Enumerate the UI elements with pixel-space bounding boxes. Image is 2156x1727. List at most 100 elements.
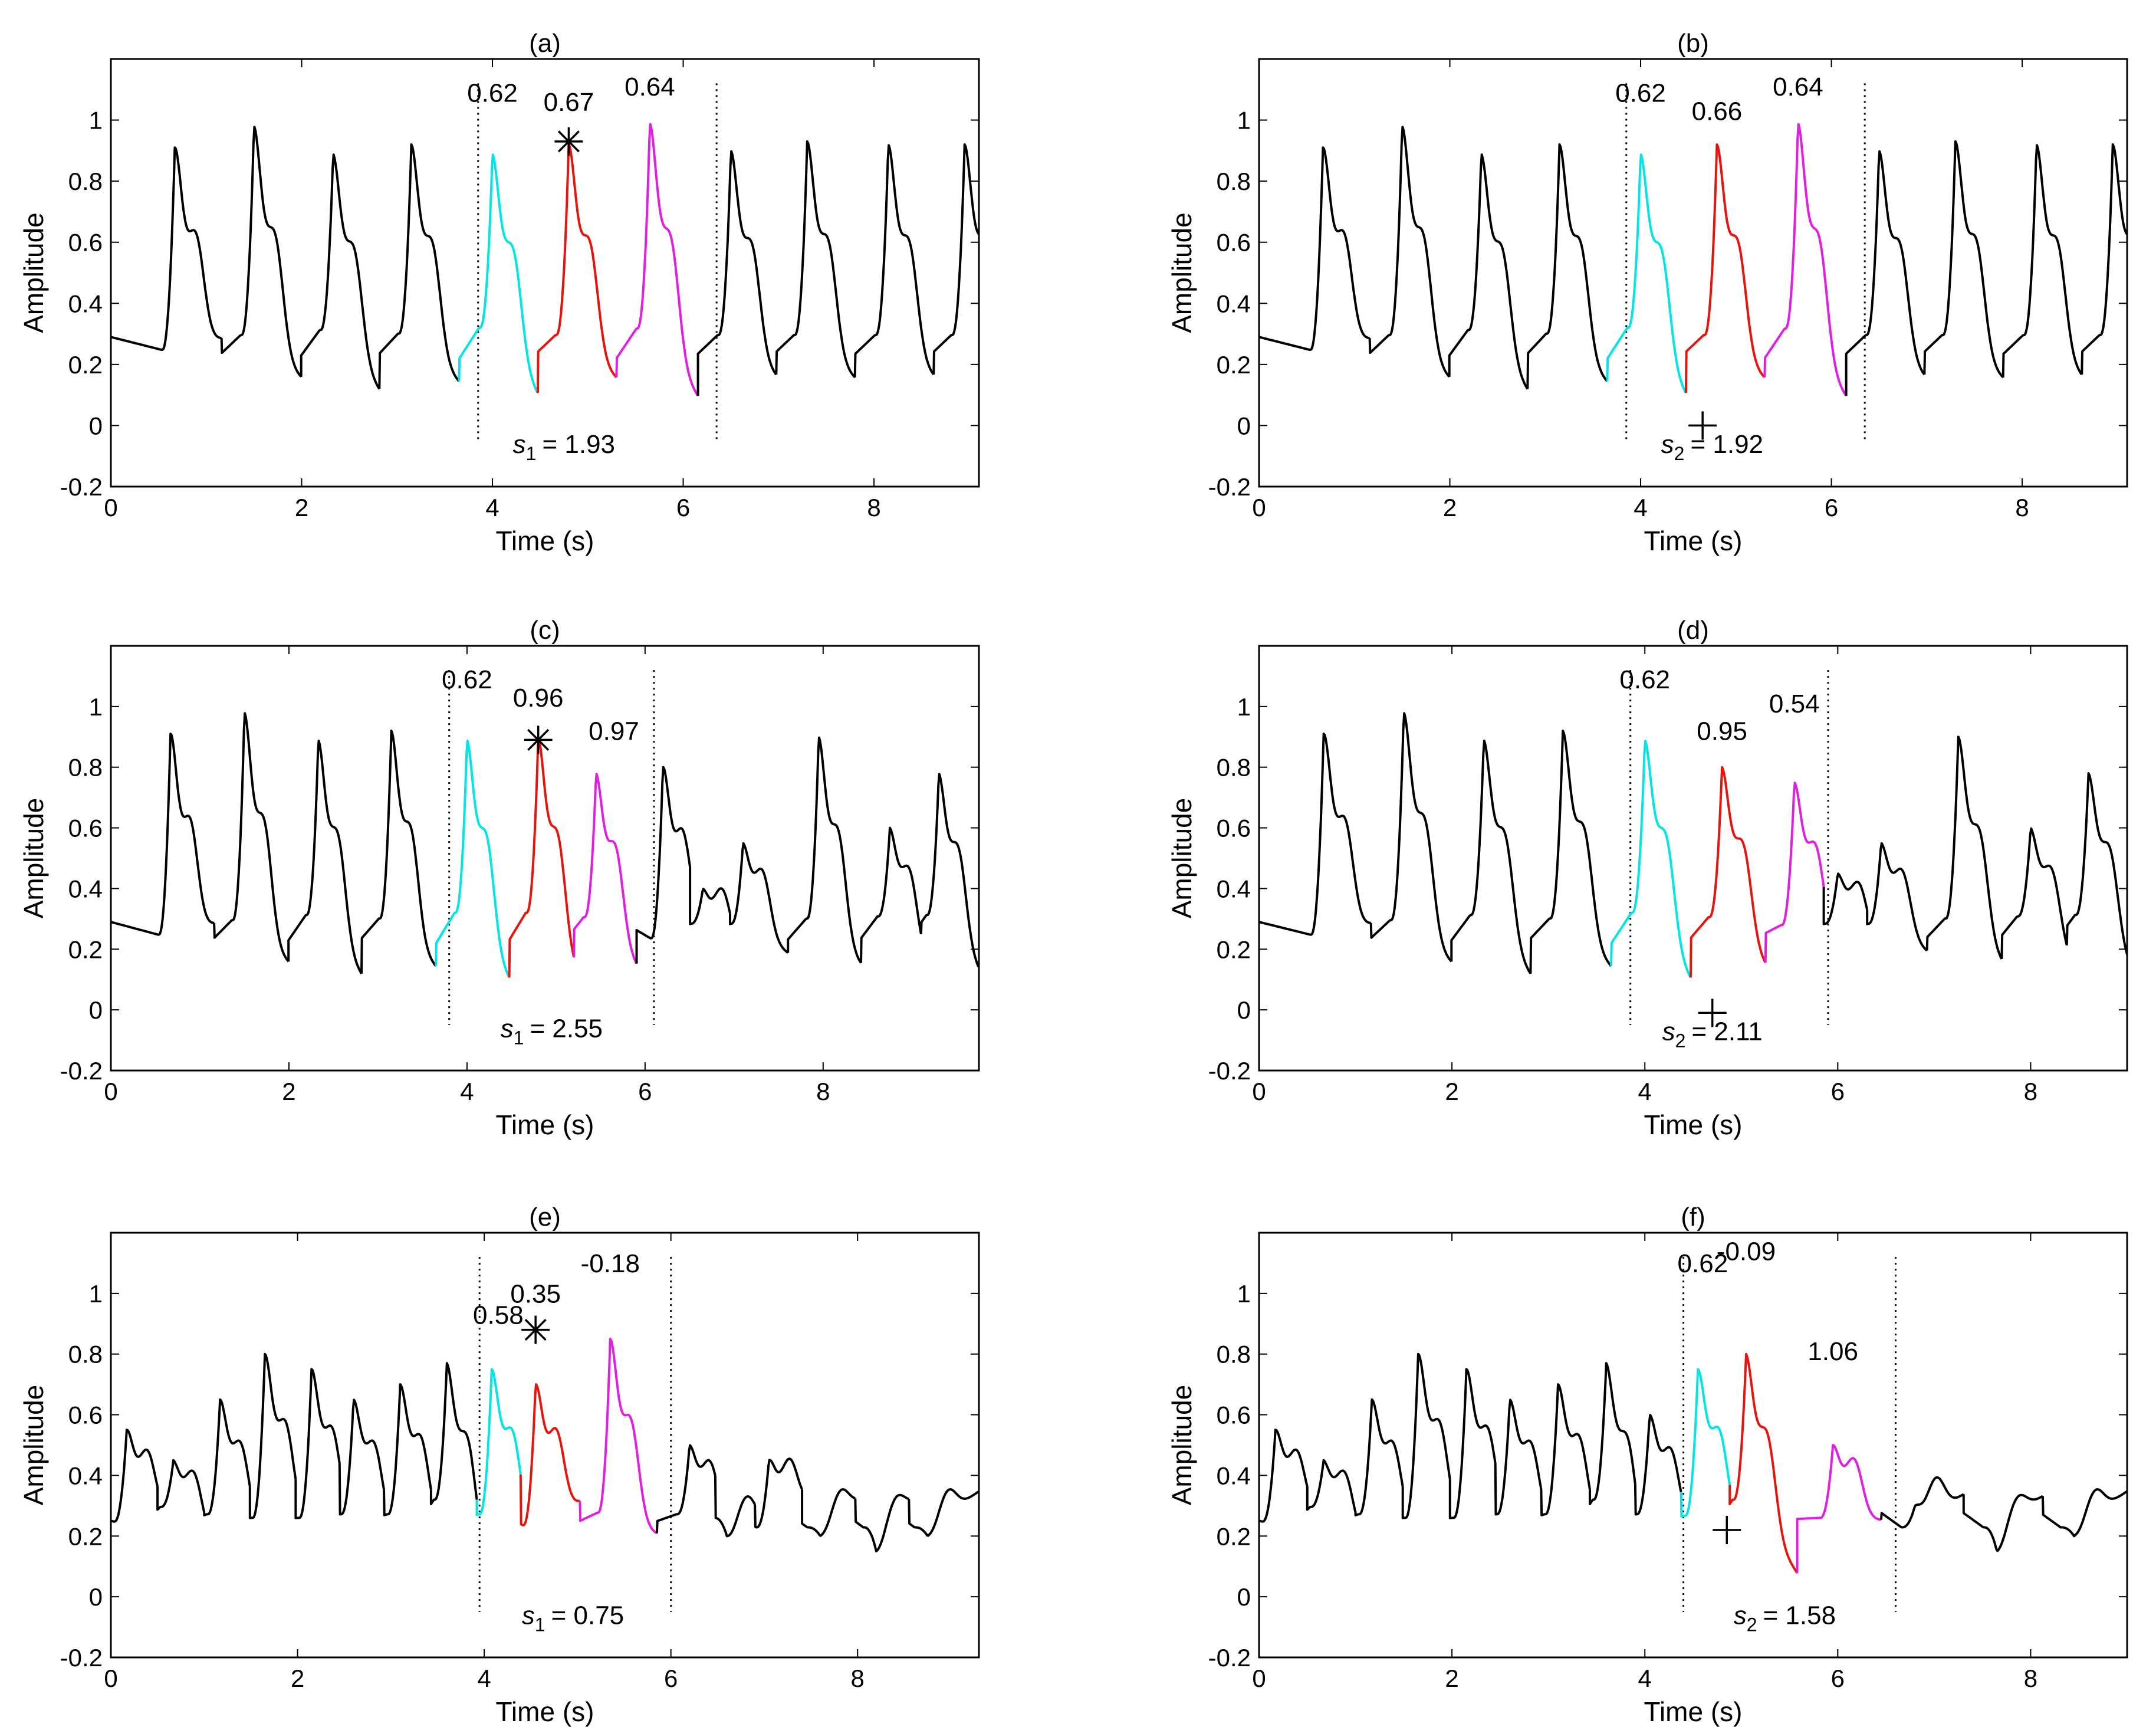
score-symbol: s — [513, 430, 526, 459]
chart-title: (e) — [529, 1203, 561, 1232]
signal-trace — [338, 1398, 385, 1516]
signal-trace-prev — [1606, 153, 1687, 394]
signal-trace — [2041, 1488, 2127, 1538]
y-tick-label: 0.2 — [68, 351, 103, 379]
value-label: 0.66 — [1692, 97, 1743, 126]
value-label: -0.09 — [1717, 1237, 1776, 1266]
y-tick-label: 0.6 — [1217, 229, 1251, 257]
y-tick-label: 0.8 — [1217, 168, 1251, 195]
signal-trace — [787, 736, 862, 964]
score-value: = 0.75 — [551, 1601, 625, 1630]
y-tick-label: -0.2 — [60, 1644, 103, 1672]
plus-marker — [1698, 999, 1727, 1027]
x-tick-label: 2 — [1443, 494, 1457, 521]
signal-trace — [213, 712, 290, 963]
signal-trace — [754, 1457, 803, 1529]
value-label: 0.62 — [1678, 1249, 1728, 1278]
y-tick-label: -0.2 — [1208, 473, 1251, 501]
x-tick-label: 0 — [1252, 1664, 1266, 1692]
y-tick-label: 0.8 — [68, 1341, 103, 1368]
y-tick-label: -0.2 — [60, 473, 103, 501]
y-tick-label: 0.2 — [1217, 351, 1251, 379]
signal-trace — [689, 867, 731, 925]
y-tick-label: 0.6 — [1217, 1401, 1251, 1429]
y-tick-label: 0.8 — [68, 168, 103, 195]
score-label: s1 = 1.93 — [513, 430, 615, 464]
x-tick-label: 4 — [485, 494, 499, 521]
signal-trace — [1526, 143, 1608, 389]
y-axis-label: Amplitude — [18, 1385, 49, 1506]
signal-trace — [1368, 126, 1451, 378]
y-tick-label: -0.2 — [1208, 1644, 1251, 1672]
x-tick-label: 8 — [867, 494, 880, 521]
signal-trace — [1448, 1368, 1497, 1519]
signal-trace-next — [615, 123, 699, 397]
signal-trace — [1589, 1362, 1636, 1506]
value-label: 0.62 — [1619, 665, 1670, 694]
signal-trace — [111, 146, 222, 351]
signal-trace-next — [573, 773, 638, 964]
y-tick-label: 0 — [1237, 412, 1251, 439]
signal-trace — [775, 140, 856, 379]
signal-trace — [360, 730, 437, 974]
y-tick-label: 1 — [89, 1280, 103, 1308]
score-label: s1 = 2.55 — [501, 1014, 603, 1048]
y-tick-label: 0.8 — [68, 754, 103, 782]
x-axis-label: Time (s) — [496, 1696, 594, 1727]
y-tick-label: 0.4 — [1217, 290, 1251, 317]
y-tick-label: 1 — [89, 107, 103, 134]
x-tick-label: 8 — [2024, 1664, 2037, 1692]
signal-trace — [1306, 1459, 1357, 1513]
signal-trace — [729, 842, 789, 954]
signal-trace — [1448, 153, 1529, 390]
x-tick-label: 8 — [851, 1664, 865, 1692]
value-label: 0.62 — [1615, 79, 1666, 108]
star-marker — [554, 127, 583, 156]
value-label: 0.62 — [467, 79, 518, 108]
signal-trace-prev — [1610, 740, 1692, 979]
signal-trace — [1259, 733, 1372, 936]
score-value: = 2.11 — [1691, 1017, 1762, 1046]
x-axis-label: Time (s) — [496, 1109, 594, 1140]
signal-trace-next — [1764, 782, 1825, 963]
x-tick-label: 0 — [1252, 1078, 1266, 1105]
plot-area — [111, 670, 979, 1025]
signal-trace — [1923, 140, 2004, 379]
y-tick-label: 0 — [89, 412, 103, 439]
y-tick-label: 0 — [89, 1583, 103, 1611]
x-tick-label: 4 — [1634, 494, 1647, 521]
score-subscript: 2 — [1675, 1030, 1686, 1052]
signal-trace — [220, 126, 303, 378]
signal-trace — [1494, 1398, 1543, 1516]
plot-area — [1259, 670, 2127, 1025]
y-tick-label: 0.6 — [1217, 815, 1251, 842]
x-tick-label: 8 — [816, 1078, 830, 1105]
score-label: s2 = 2.11 — [1662, 1017, 1763, 1052]
plot-area — [111, 1257, 979, 1612]
x-tick-label: 8 — [2015, 494, 2029, 521]
signal-trace — [1879, 1476, 1964, 1529]
value-label: 0.96 — [513, 684, 564, 713]
score-symbol: s — [1661, 430, 1674, 459]
axes-frame — [110, 645, 980, 1072]
x-tick-label: 4 — [460, 1078, 474, 1105]
y-tick-label: 0.4 — [1217, 1462, 1251, 1489]
y-tick-label: 0.2 — [68, 1522, 103, 1550]
y-tick-label: 0.4 — [68, 290, 103, 317]
y-tick-label: 0.4 — [68, 875, 103, 902]
score-subscript: 1 — [514, 1027, 524, 1048]
signal-trace-current — [536, 143, 617, 393]
signal-trace-current — [1728, 1352, 1799, 1574]
x-tick-label: 0 — [104, 1078, 117, 1105]
score-subscript: 2 — [1674, 443, 1685, 464]
x-tick-label: 6 — [676, 494, 690, 521]
y-tick-label: 0.4 — [1217, 875, 1251, 902]
signal-trace — [111, 733, 215, 936]
signal-trace — [696, 150, 777, 396]
score-value: = 1.58 — [1763, 1601, 1836, 1630]
y-tick-label: 0.8 — [1217, 754, 1251, 782]
